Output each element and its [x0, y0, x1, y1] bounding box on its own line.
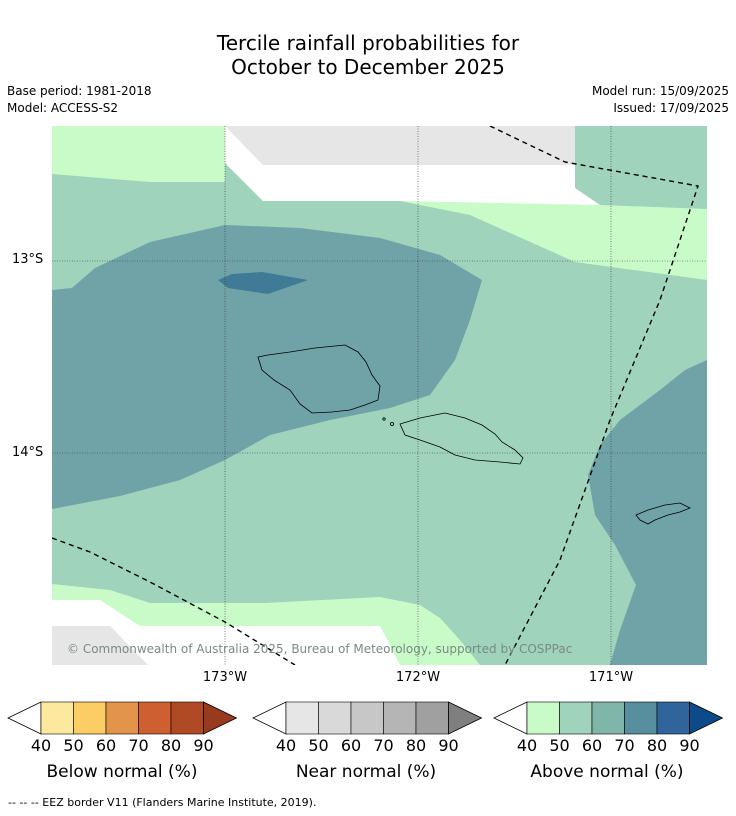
lat-label-14s: 14°S [12, 445, 44, 460]
colorbar-tick-label: 70 [373, 736, 393, 755]
colorbar-segment [383, 701, 417, 735]
issued-date: Issued: 17/09/2025 [613, 101, 729, 115]
eez-border [52, 126, 699, 665]
colorbar-segment [350, 701, 384, 735]
upolu-island [399, 412, 524, 465]
graticule [52, 126, 707, 665]
colorbar-tick-label: 80 [161, 736, 181, 755]
tutuila-island [635, 502, 691, 525]
colorbar-tick-label: 40 [517, 736, 537, 755]
colorbar-max-arrow [448, 701, 483, 735]
lon-label-172w: 172°W [395, 670, 441, 685]
colorbar-tick-label: 80 [406, 736, 426, 755]
colorbar-tick-label: 40 [276, 736, 296, 755]
colorbar-tick-label: 50 [63, 736, 83, 755]
map-title-line1: Tercile rainfall probabilities for [216, 31, 520, 55]
colorbar-max-arrow [689, 701, 724, 735]
colorbar-segment [656, 701, 690, 735]
forecast-map: © Commonwealth of Australia 2025, Bureau… [52, 126, 707, 665]
region-near-normal-north [225, 126, 575, 165]
region-above-80 [218, 272, 308, 294]
region-above-40-northwest [52, 126, 225, 182]
region-white-north [225, 126, 600, 205]
model-name: Model: ACCESS-S2 [7, 101, 119, 115]
region-above-70-east [588, 360, 707, 665]
colorbar-tick-label: 50 [308, 736, 328, 755]
colorbar-tick-label: 70 [128, 736, 148, 755]
colorbar-tick-label: 90 [193, 736, 213, 755]
lat-label-13s: 13°S [12, 252, 44, 267]
colorbars: 40 50 60 70 80 90 40 50 60 70 80 90 40 50 60 70 80 90 [7, 701, 724, 755]
colorbar-tick-label: 90 [438, 736, 458, 755]
model-run: Model run: 15/09/2025 [591, 84, 729, 98]
colorbar-segment [415, 701, 449, 735]
colorbar-segment [170, 701, 204, 735]
colorbar-segment [40, 701, 74, 735]
copyright-notice: © Commonwealth of Australia 2025, Bureau… [67, 642, 572, 656]
colorbar-tick-label: 70 [614, 736, 634, 755]
region-near-normal-south [52, 626, 148, 665]
savaii-island [257, 344, 381, 414]
colorbar-tick-label: 80 [647, 736, 667, 755]
colorbar-title-near: Near normal (%) [295, 762, 437, 782]
colorbar-max-arrow [203, 701, 238, 735]
colorbar-segment [559, 701, 593, 735]
colorbar-above: 40 50 60 70 80 90 [493, 701, 724, 755]
colorbar-tick-label: 60 [582, 736, 602, 755]
map-title-line2: October to December 2025 [231, 55, 505, 79]
colorbar-below: 40 50 60 70 80 90 [7, 701, 238, 755]
colorbar-title-below: Below normal (%) [46, 762, 198, 782]
region-above-70-west [52, 225, 482, 509]
island-outlines [257, 344, 691, 525]
colorbar-segment [318, 701, 352, 735]
colorbar-segment [73, 701, 107, 735]
colorbar-tick-label: 60 [96, 736, 116, 755]
colorbar-segment [138, 701, 172, 735]
colorbar-tick-label: 60 [341, 736, 361, 755]
colorbar-segment [624, 701, 658, 735]
colorbar-min-arrow [493, 701, 528, 735]
colorbar-tick-label: 90 [679, 736, 699, 755]
colorbar-segment [105, 701, 139, 735]
lon-label-171w: 171°W [588, 670, 634, 685]
colorbar-tick-label: 50 [549, 736, 569, 755]
region-above-40-north [52, 126, 707, 280]
eez-footnote: -- -- -- EEZ border V11 (Flanders Marine… [8, 796, 317, 809]
colorbar-segment [591, 701, 625, 735]
region-white-south [52, 600, 400, 665]
colorbar-near: 40 50 60 70 80 90 [252, 701, 483, 755]
colorbar-segment [526, 701, 560, 735]
colorbar-min-arrow [252, 701, 287, 735]
lon-label-173w: 173°W [202, 670, 248, 685]
colorbar-title-above: Above normal (%) [530, 762, 684, 782]
base-period: Base period: 1981-2018 [7, 84, 152, 98]
colorbar-tick-label: 40 [31, 736, 51, 755]
colorbar-min-arrow [7, 701, 42, 735]
colorbar-segment [285, 701, 319, 735]
